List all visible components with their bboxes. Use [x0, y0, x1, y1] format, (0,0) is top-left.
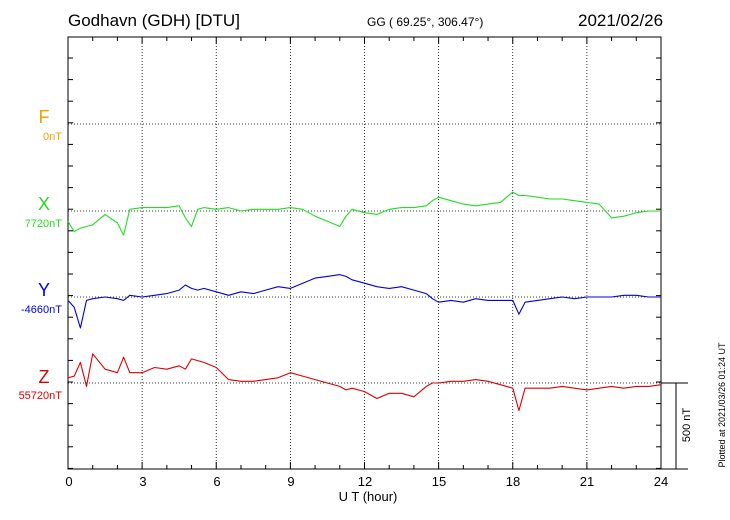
channel-label-z: Z	[38, 367, 50, 387]
scale-bar-label: 500 nT	[681, 407, 693, 443]
x-tick-label: 18	[505, 474, 521, 489]
plotted-timestamp: Plotted at 2021/03/26 01:24 UT	[717, 342, 727, 468]
x-tick-label: 3	[139, 474, 147, 489]
series-line-x	[67, 191, 661, 236]
channel-label-x: X	[37, 194, 50, 214]
x-tick-label: 24	[653, 474, 669, 489]
x-tick-label: 12	[357, 474, 373, 489]
station-title: Godhavn (GDH) [DTU]	[68, 11, 240, 30]
x-tick-label: 9	[287, 474, 295, 489]
x-tick-label: 0	[65, 474, 73, 489]
x-tick-label: 15	[431, 474, 447, 489]
channel-baseline-x: 7720nT	[24, 218, 62, 230]
channel-label-y: Y	[37, 280, 50, 300]
series-line-z	[67, 353, 662, 412]
series-line-y	[67, 274, 661, 329]
channel-baseline-z: 55720nT	[18, 390, 62, 402]
chart-date: 2021/02/26	[578, 11, 664, 30]
x-tick-label: 21	[579, 474, 595, 489]
x-tick-label: 6	[213, 474, 221, 489]
x-axis-label: U T (hour)	[338, 489, 398, 504]
channel-baseline-f: 0nT	[43, 131, 62, 143]
station-coords: GG ( 69.25°, 306.47°)	[367, 15, 484, 29]
channel-label-f: F	[38, 107, 50, 127]
channel-baseline-y: -4660nT	[21, 304, 62, 316]
